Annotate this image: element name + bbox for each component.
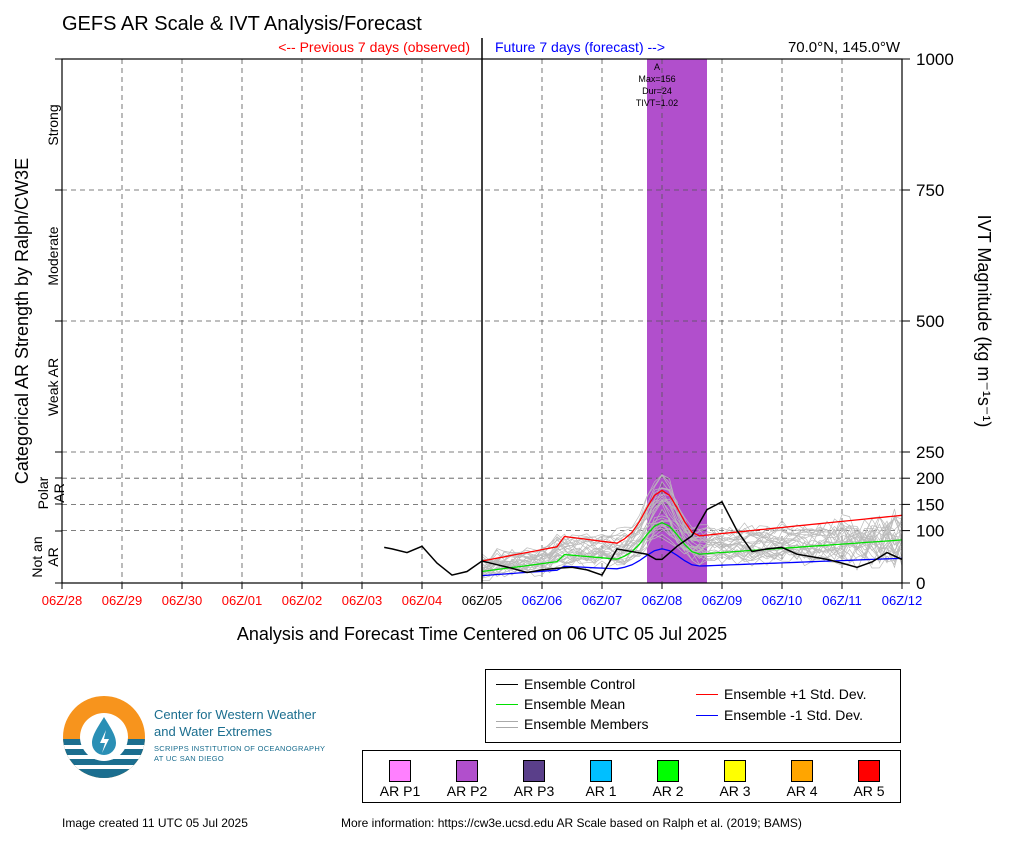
ar-scale-swatch [791,760,813,782]
x-tick-label: 06Z/02 [282,593,322,608]
ar-scale-label: AR 3 [719,783,751,799]
logo-name-line2: and Water Extremes [154,724,273,739]
x-tick-label: 06Z/01 [222,593,262,608]
x-tick-label: 06Z/28 [42,593,82,608]
legend-plus-std-label: Ensemble +1 Std. Dev. [724,686,867,702]
cw3e-emblem-icon [63,696,145,778]
ensemble-plus-std-line [481,489,903,562]
ensemble-members [481,474,903,581]
legend-plus-std: Ensemble +1 Std. Dev. [696,686,867,702]
annotation-max: Max=156 [638,74,675,84]
ar-scale-swatch [858,760,880,782]
ar-scale-swatch [724,760,746,782]
ensemble-member-line [481,489,903,563]
category-moderate: Moderate [45,226,61,285]
more-information-note: More information: https://cw3e.ucsd.edu … [341,816,802,830]
ensemble-member-line [481,496,903,569]
legend-control-swatch [496,683,518,685]
ar-scale-label: AR 1 [585,783,617,799]
legend-mean-label: Ensemble Mean [524,696,626,712]
ensemble-member-line [481,525,903,575]
cw3e-logo: Center for Western Weather and Water Ext… [62,695,352,780]
legend-minus-std-label: Ensemble -1 Std. Dev. [724,707,864,723]
x-tick-label: 06Z/03 [342,593,382,608]
line-legend: Ensemble Control Ensemble Mean Ensemble … [485,669,901,743]
ar-scale-label: AR 5 [853,783,885,799]
category-strong: Strong [45,104,61,145]
y-tick-label: 0 [916,574,925,593]
y-tick-label: 150 [916,495,944,514]
ensemble-member-line [482,527,903,581]
ensemble-mean-line [481,521,903,573]
legend-plus-std-swatch [696,693,718,695]
annotation-tivt: TIVT=1.02 [636,98,678,108]
x-tick-label: 06Z/30 [162,593,202,608]
ar-scale-legend: AR P1 AR P2 AR P3 AR 1 AR 2 AR 3 AR 4 AR 5 [362,750,901,803]
ar-scale-swatch [590,760,612,782]
category-polar: PolarAR [35,476,67,509]
ar-scale-label: AR P3 [513,783,555,799]
ar-scale-label: AR 4 [786,783,818,799]
y-tick-label: 1000 [916,50,954,69]
x-tick-label: 06Z/29 [102,593,142,608]
image-created-note: Image created 11 UTC 05 Jul 2025 [62,816,248,830]
legend-control-label: Ensemble Control [524,676,636,692]
category-weak: Weak AR [45,358,61,416]
legend-members-label: Ensemble Members [524,716,649,732]
annotation-id: A [654,62,660,72]
y-tick-label: 200 [916,469,944,488]
x-tick-label: 06Z/10 [762,593,802,608]
logo-affiliation-line1: SCRIPPS INSTITUTION OF OCEANOGRAPHY [154,744,326,753]
x-tick-label: 06Z/04 [402,593,442,608]
ar-scale-label: AR P2 [446,783,488,799]
location-label: 70.0°N, 145.0°W [788,39,901,56]
axis-ticks: 06Z/28 06Z/29 06Z/30 06Z/01 06Z/02 06Z/03 06Z/… [42,50,954,608]
ensemble-member-line [481,519,903,576]
logo-name-line1: Center for Western Weather [154,707,317,722]
y-tick-label: 500 [916,312,944,331]
y-tick-label: 100 [916,522,944,541]
legend-mean: Ensemble Mean [496,696,625,712]
legend-members-swatch [496,720,518,728]
legend-minus-std-swatch [696,714,718,716]
y-tick-label: 250 [916,443,944,462]
annotation-duration: Dur=24 [642,86,672,96]
ar-scale-swatch [456,760,478,782]
chart-title: GEFS AR Scale & IVT Analysis/Forecast [62,13,422,35]
ensemble-member-line [481,488,903,565]
logo-affiliation-line2: AT UC SAN DIEGO [154,754,225,763]
x-tick-label: 06Z/08 [642,593,682,608]
previous-period-label: <-- Previous 7 days (observed) [278,39,470,55]
ar-scale-swatch [523,760,545,782]
legend-mean-swatch [496,703,518,705]
ensemble-lines [384,489,903,577]
legend-members: Ensemble Members [496,716,649,732]
legend-minus-std: Ensemble -1 Std. Dev. [696,707,863,723]
left-axis-title: Categorical AR Strength by Ralph/CW3E [12,158,32,484]
ar-event-annotation: A Max=156 Dur=24 TIVT=1.02 [636,62,678,108]
legend-control: Ensemble Control [496,676,635,692]
ensemble-control-line [384,500,903,577]
x-axis-title: Analysis and Forecast Time Centered on 0… [237,624,727,644]
x-tick-label: 06Z/06 [522,593,562,608]
x-tick-label: 06Z/09 [702,593,742,608]
ar-scale-label: AR 2 [652,783,684,799]
ar-scale-label: AR P1 [379,783,421,799]
ar-scale-swatch [389,760,411,782]
right-axis-title: IVT Magnitude (kg m⁻¹s⁻¹) [974,215,994,428]
y-tick-label: 750 [916,181,944,200]
x-tick-label: 06Z/07 [582,593,622,608]
ar-scale-swatch [657,760,679,782]
ensemble-member-line [481,525,903,572]
x-tick-label: 06Z/12 [882,593,922,608]
future-period-label: Future 7 days (forecast) --> [495,39,665,55]
category-not-ar: Not anAR [29,536,61,577]
x-tick-label: 06Z/05 [462,593,502,608]
x-tick-label: 06Z/11 [822,593,862,608]
ensemble-member-line [481,474,903,567]
